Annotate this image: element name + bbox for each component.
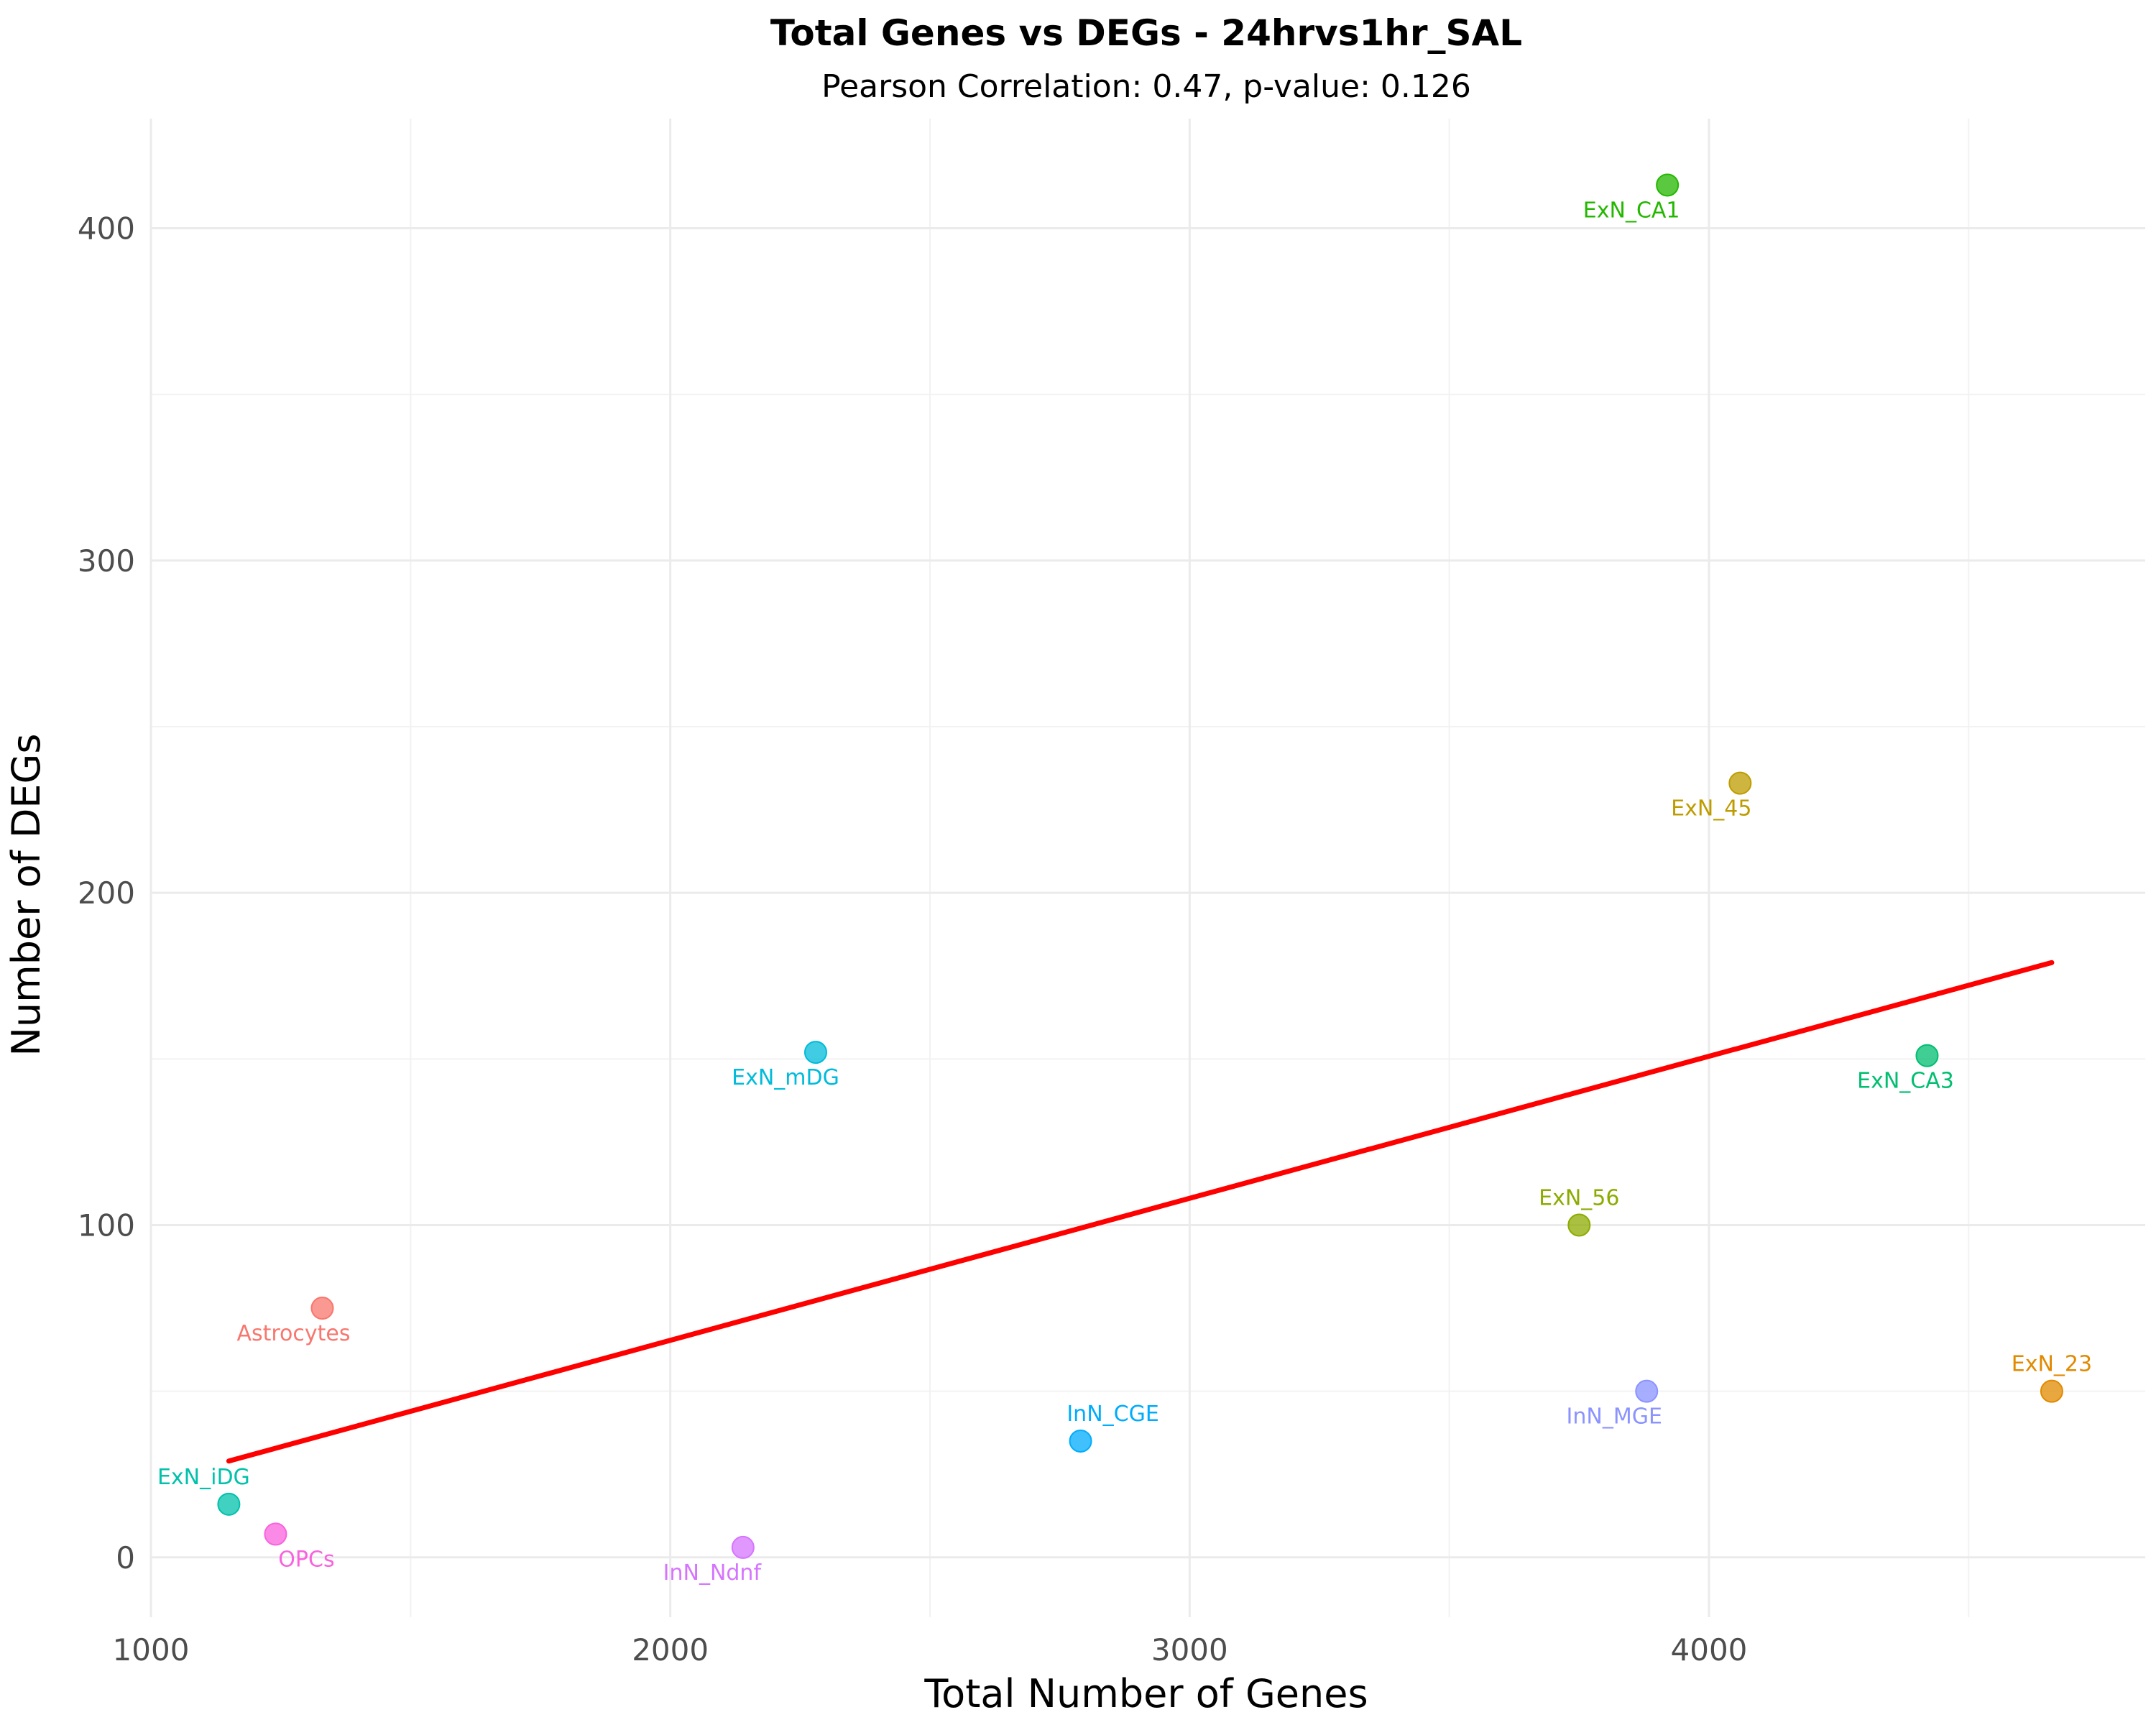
point-label: Astrocytes [236, 1321, 350, 1346]
y-tick-label: 300 [78, 543, 135, 579]
y-axis-title: Number of DEGs [4, 734, 49, 1057]
point-label: InN_CGE [1067, 1402, 1158, 1427]
data-point [1635, 1379, 1659, 1403]
data-points [217, 173, 2063, 1559]
point-label: InN_MGE [1567, 1404, 1662, 1430]
grid-minor [151, 119, 2145, 1617]
chart-subtitle: Pearson Correlation: 0.47, p-value: 0.12… [821, 68, 1471, 105]
x-tick-label: 4000 [1671, 1632, 1748, 1668]
point-label: ExN_45 [1671, 796, 1751, 822]
data-point [217, 1492, 241, 1516]
point-labels: Astrocytes ExN_23 ExN_45 ExN_56 ExN_CA1 ExN_C… [157, 198, 2092, 1585]
y-axis-ticks: 0 100 200 300 400 [78, 211, 135, 1576]
data-point [731, 1535, 755, 1559]
data-point [1567, 1213, 1591, 1237]
point-label: ExN_56 [1539, 1185, 1619, 1210]
y-tick-label: 400 [78, 211, 135, 247]
data-point [804, 1041, 827, 1064]
data-point [264, 1522, 287, 1546]
data-point [310, 1297, 334, 1320]
trend-line-group [226, 960, 2055, 1464]
x-tick-label: 3000 [1151, 1632, 1228, 1668]
data-point [1728, 771, 1752, 795]
x-axis-title: Total Number of Genes [923, 1671, 1368, 1716]
data-point [2040, 1379, 2063, 1403]
data-point [1656, 173, 1680, 197]
x-tick-label: 1000 [113, 1632, 190, 1668]
y-tick-label: 100 [78, 1208, 135, 1243]
y-tick-label: 200 [78, 875, 135, 911]
point-label: ExN_CA1 [1583, 198, 1680, 223]
trend-line [226, 960, 2055, 1464]
grid-major [149, 119, 2145, 1617]
point-label: ExN_iDG [157, 1465, 250, 1490]
x-tick-label: 2000 [632, 1632, 709, 1668]
data-point [1915, 1044, 1939, 1067]
point-label: InN_Ndnf [663, 1560, 763, 1586]
point-label: ExN_CA3 [1857, 1069, 1954, 1094]
chart-title: Total Genes vs DEGs - 24hrvs1hr_SAL [770, 12, 1522, 54]
x-axis-ticks: 1000 2000 3000 4000 [113, 1632, 1748, 1668]
y-tick-label: 0 [116, 1540, 135, 1576]
point-label: OPCs [278, 1547, 334, 1572]
point-label: ExN_23 [2012, 1352, 2092, 1377]
data-point [1069, 1429, 1092, 1453]
point-label: ExN_mDG [732, 1065, 839, 1090]
